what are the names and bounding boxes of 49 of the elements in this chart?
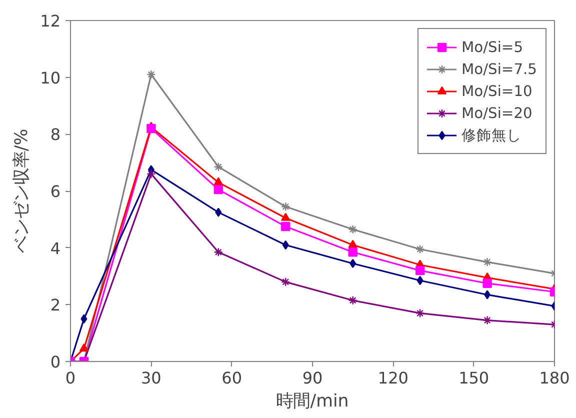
y-tick-label: 2 (50, 296, 61, 315)
x-tick-label: 180 (539, 368, 570, 388)
point (282, 240, 289, 250)
point (415, 244, 425, 254)
x-tick-label: 30 (140, 368, 162, 388)
point (146, 124, 156, 134)
point (146, 169, 156, 179)
y-axis-title: ベンゼン収率/% (12, 128, 32, 254)
legend-label: Mo/Si=7.5 (461, 60, 537, 78)
point (79, 343, 89, 352)
point (348, 240, 358, 248)
x-axis-title: 時間/min (276, 392, 349, 412)
legend-label: Mo/Si=5 (461, 38, 524, 56)
point (281, 212, 290, 221)
point (415, 266, 425, 276)
point (281, 277, 290, 287)
x-tick-label: 90 (302, 368, 323, 388)
point (348, 247, 358, 257)
point (416, 276, 424, 286)
y-tick-label: 6 (50, 182, 61, 201)
point (215, 208, 222, 217)
point (484, 290, 491, 300)
x-tick-label: 0 (65, 368, 76, 388)
y-tick-label: 8 (50, 125, 61, 144)
point (214, 162, 223, 172)
legend-label: Mo/Si=10 (461, 82, 532, 100)
point (350, 258, 356, 268)
point (214, 247, 223, 257)
point (214, 184, 223, 194)
point (281, 222, 290, 232)
y-tick-label: 4 (50, 238, 61, 258)
x-tick-label: 60 (222, 368, 242, 388)
legend-label: 修飾無し (461, 126, 522, 144)
point (146, 70, 156, 80)
legend-label: Mo/Si=20 (461, 104, 532, 122)
point (482, 257, 492, 267)
y-tick-label: 0 (50, 352, 61, 372)
point (80, 314, 88, 324)
point (348, 296, 358, 306)
point (348, 224, 358, 234)
x-tick-label: 120 (378, 368, 408, 388)
x-tick-label: 150 (458, 368, 490, 388)
point (214, 177, 223, 186)
point (482, 316, 492, 325)
point (281, 202, 290, 212)
y-tick-label: 10 (40, 68, 60, 88)
point (415, 308, 425, 318)
point (482, 278, 492, 288)
y-tick-label: 12 (40, 12, 60, 30)
